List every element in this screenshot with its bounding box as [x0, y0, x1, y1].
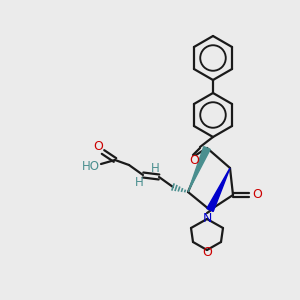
Text: HO: HO [82, 160, 100, 172]
Text: O: O [93, 140, 103, 152]
Text: O: O [202, 245, 212, 259]
Polygon shape [207, 168, 230, 212]
Text: H: H [151, 163, 159, 176]
Text: O: O [252, 188, 262, 202]
Polygon shape [188, 147, 210, 192]
Text: O: O [189, 154, 199, 166]
Text: H: H [135, 176, 143, 190]
Text: N: N [202, 212, 212, 224]
